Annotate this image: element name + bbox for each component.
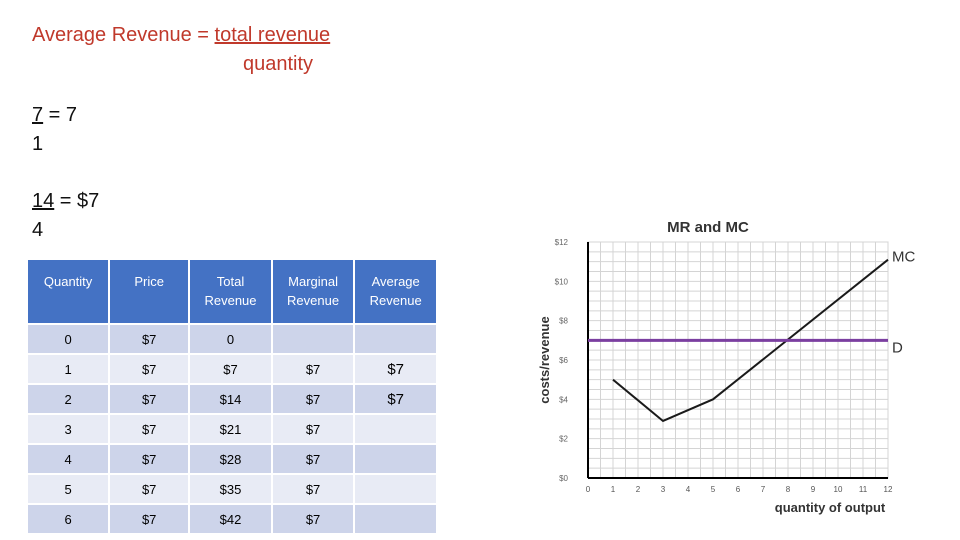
example-2-numerator: 14 — [32, 190, 55, 212]
x-tick-label: 8 — [786, 485, 791, 494]
cell-price: $7 — [108, 473, 191, 505]
cell-total-revenue: $21 — [188, 413, 273, 445]
table-row: 4 $7 $28 $7 — [25, 443, 438, 475]
x-tick-label: 6 — [736, 485, 741, 494]
header-quantity: Quantity — [25, 258, 111, 325]
cell-quantity: 5 — [25, 473, 111, 505]
y-axis-label: costs/revenue — [537, 316, 552, 403]
series-label-d: D — [892, 339, 903, 356]
cell-price: $7 — [108, 503, 191, 535]
cell-quantity: 6 — [25, 503, 111, 535]
cell-average-revenue: $7 — [353, 383, 438, 415]
formula-numerator: total revenue — [214, 24, 331, 46]
table-header-row: Quantity Price Total Revenue Marginal Re… — [25, 258, 438, 325]
y-tick-label: $6 — [559, 356, 568, 365]
table-row: 5 $7 $35 $7 — [25, 473, 438, 505]
cell-price: $7 — [108, 323, 191, 355]
table-row: 2 $7 $14 $7 $7 — [25, 383, 438, 415]
y-tick-label: $2 — [559, 435, 568, 444]
average-revenue-formula: Average Revenue = total revenue — [32, 24, 330, 47]
table-row: 6 $7 $42 $7 — [25, 503, 438, 535]
example-2: 14 = $7 4 — [32, 187, 99, 245]
revenue-table: Quantity Price Total Revenue Marginal Re… — [25, 258, 438, 535]
example-1-denominator: 1 — [32, 133, 44, 155]
series-label-mc: MC — [892, 249, 915, 266]
x-tick-label: 7 — [761, 485, 766, 494]
x-tick-label: 1 — [611, 485, 616, 494]
y-tick-label: $4 — [559, 395, 568, 404]
example-2-equals: = $7 — [54, 190, 100, 212]
cell-quantity: 2 — [25, 383, 111, 415]
cell-quantity: 1 — [25, 353, 111, 385]
cell-price: $7 — [108, 443, 191, 475]
header-total-revenue: Total Revenue — [188, 258, 273, 325]
x-tick-label: 0 — [586, 485, 591, 494]
cell-average-revenue — [353, 413, 438, 445]
cell-marginal-revenue: $7 — [270, 473, 356, 505]
cell-average-revenue — [353, 443, 438, 475]
formula-denominator: quantity — [243, 53, 314, 75]
y-tick-label: $10 — [555, 277, 569, 286]
chart-title: MR and MC — [667, 219, 749, 236]
cell-marginal-revenue — [270, 323, 356, 355]
cell-total-revenue: $7 — [188, 353, 273, 385]
example-1: 7 = 7 1 — [32, 101, 77, 159]
cell-total-revenue: 0 — [188, 323, 273, 355]
header-marginal-revenue: Marginal Revenue — [270, 258, 356, 325]
header-average-revenue: Average Revenue — [353, 258, 438, 325]
y-tick-label: $12 — [555, 238, 569, 247]
cell-marginal-revenue: $7 — [270, 503, 356, 535]
series-line-mc — [612, 258, 889, 423]
x-tick-label: 3 — [661, 485, 666, 494]
header-price: Price — [108, 258, 191, 325]
cell-total-revenue: $14 — [188, 383, 273, 415]
cell-quantity: 3 — [25, 413, 111, 445]
x-tick-label: 2 — [636, 485, 641, 494]
table-row: 3 $7 $21 $7 — [25, 413, 438, 445]
cell-price: $7 — [108, 413, 191, 445]
x-tick-label: 10 — [834, 485, 843, 494]
cell-average-revenue — [353, 473, 438, 505]
x-tick-label: 4 — [686, 485, 691, 494]
cell-quantity: 4 — [25, 443, 111, 475]
table-row: 1 $7 $7 $7 $7 — [25, 353, 438, 385]
x-axis-label: quantity of output — [775, 500, 886, 515]
cell-marginal-revenue: $7 — [270, 383, 356, 415]
x-tick-label: 9 — [811, 485, 816, 494]
cell-total-revenue: $42 — [188, 503, 273, 535]
x-tick-label: 11 — [859, 485, 868, 494]
cell-quantity: 0 — [25, 323, 111, 355]
cell-average-revenue — [353, 323, 438, 355]
y-tick-label: $8 — [559, 317, 568, 326]
y-tick-label: $0 — [559, 474, 568, 483]
cell-total-revenue: $28 — [188, 443, 273, 475]
formula-left: Average Revenue = — [32, 24, 215, 46]
x-tick-label: 12 — [884, 485, 893, 494]
example-1-numerator: 7 — [32, 104, 44, 126]
cell-marginal-revenue: $7 — [270, 353, 356, 385]
cell-marginal-revenue: $7 — [270, 413, 356, 445]
example-2-denominator: 4 — [32, 219, 44, 241]
cell-average-revenue: $7 — [353, 353, 438, 385]
cell-total-revenue: $35 — [188, 473, 273, 505]
table-row: 0 $7 0 — [25, 323, 438, 355]
cell-marginal-revenue: $7 — [270, 443, 356, 475]
cell-price: $7 — [108, 383, 191, 415]
x-tick-label: 5 — [711, 485, 716, 494]
cell-price: $7 — [108, 353, 191, 385]
example-1-equals: = 7 — [43, 104, 78, 126]
cell-average-revenue — [353, 503, 438, 535]
